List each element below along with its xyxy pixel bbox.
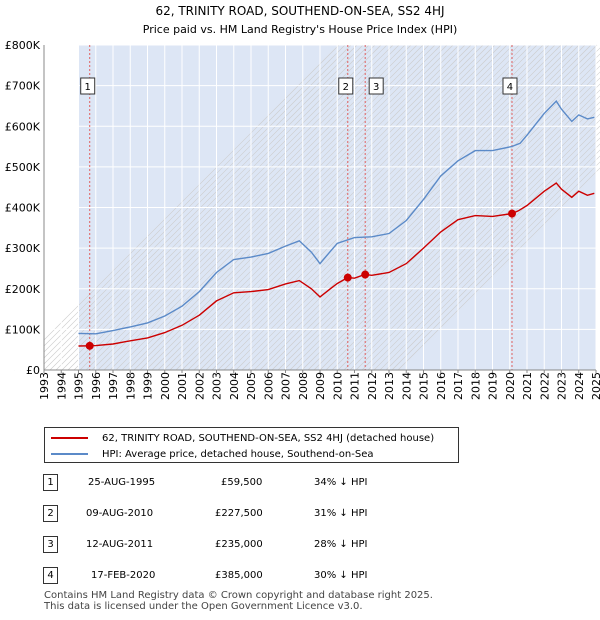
x-tick-label: 2001	[176, 372, 189, 400]
sale-date: 17-FEB-2020	[91, 570, 156, 581]
y-tick-label: £700K	[5, 80, 41, 93]
x-tick-label: 2017	[452, 372, 465, 400]
sale-number-label: 2	[343, 82, 349, 93]
x-tick-label: 2012	[366, 372, 379, 400]
x-tick-label: 2004	[228, 372, 241, 400]
y-tick-label: £800K	[5, 39, 41, 52]
x-tick-label: 2013	[383, 372, 396, 400]
x-tick-label: 1996	[90, 372, 103, 400]
sale-price: £235,000	[215, 539, 263, 550]
legend-hpi-swatch	[51, 453, 88, 455]
price-chart: 62, TRINITY ROAD, SOUTHEND-ON-SEA, SS2 4…	[4, 4, 600, 400]
hpi-series-line	[78, 99, 595, 335]
legend-property-swatch	[51, 437, 88, 439]
chart-title: 62, TRINITY ROAD, SOUTHEND-ON-SEA, SS2 4…	[155, 4, 444, 18]
sale-number-badge: 1	[43, 474, 58, 491]
x-tick-label: 1994	[55, 372, 68, 400]
x-tick-label: 1993	[38, 372, 51, 400]
legend-property-label: 62, TRINITY ROAD, SOUTHEND-ON-SEA, SS2 4…	[102, 432, 435, 444]
hatch-mask	[4, 45, 44, 370]
sale-row: 3 12-AUG-2011 £235,000 28% ↓ HPI	[0, 536, 600, 556]
sale-number-box	[338, 77, 354, 95]
y-tick-label: £300K	[5, 242, 41, 255]
y-tick-label: £200K	[5, 283, 41, 296]
x-tick-label: 2015	[418, 372, 431, 400]
sale-number-box	[80, 77, 96, 95]
sale-hpi-diff: 31% ↓ HPI	[314, 508, 368, 519]
x-tick-label: 2021	[521, 372, 534, 400]
x-tick-label: 2010	[331, 372, 344, 400]
sale-point	[361, 270, 370, 279]
x-tick-label: 1995	[73, 372, 86, 400]
sale-number-badge: 2	[43, 505, 58, 522]
sale-row: 2 09-AUG-2010 £227,500 31% ↓ HPI	[0, 505, 600, 525]
sale-number-label: 3	[373, 82, 379, 93]
sale-date: 12-AUG-2011	[86, 539, 154, 550]
sale-price: £385,000	[215, 570, 263, 581]
x-tick-label: 2022	[538, 372, 551, 400]
x-tick-label: 2016	[435, 372, 448, 400]
sale-row: 1 25-AUG-1995 £59,500 34% ↓ HPI	[0, 474, 600, 494]
sale-point	[507, 209, 516, 218]
x-tick-label: 2020	[504, 372, 517, 400]
sale-hpi-diff: 28% ↓ HPI	[314, 539, 368, 550]
footer-notice: Contains HM Land Registry data © Crown c…	[44, 590, 433, 612]
sale-number-box	[368, 77, 384, 95]
sale-date: 09-AUG-2010	[86, 508, 154, 519]
sale-number-box	[502, 77, 518, 95]
sale-hpi-diff: 30% ↓ HPI	[314, 570, 368, 581]
sale-number-label: 4	[507, 82, 513, 93]
x-tick-label: 2003	[211, 372, 224, 400]
x-tick-label: 2025	[590, 372, 600, 400]
footer-licence: This data is licensed under the Open Gov…	[44, 601, 363, 612]
sale-price: £227,500	[215, 508, 263, 519]
chart-legend: 62, TRINITY ROAD, SOUTHEND-ON-SEA, SS2 4…	[44, 427, 459, 463]
sale-price: £59,500	[221, 477, 263, 488]
sale-row: 4 17-FEB-2020 £385,000 30% ↓ HPI	[0, 567, 600, 587]
x-tick-label: 1998	[124, 372, 137, 400]
x-tick-label: 2008	[297, 372, 310, 400]
legend-hpi-label: HPI: Average price, detached house, Sout…	[102, 448, 374, 460]
x-tick-label: 1999	[142, 372, 155, 400]
footer-copyright: Contains HM Land Registry data © Crown c…	[44, 590, 433, 601]
sale-number-badge: 3	[43, 536, 58, 553]
sale-date: 25-AUG-1995	[88, 477, 156, 488]
x-tick-label: 2011	[349, 372, 362, 400]
x-tick-label: 2005	[245, 372, 258, 400]
y-tick-label: £0	[26, 364, 40, 377]
y-tick-label: £400K	[5, 202, 41, 215]
x-tick-label: 2023	[556, 372, 569, 400]
x-tick-label: 2002	[193, 372, 206, 400]
sale-point	[343, 273, 352, 282]
x-tick-label: 2024	[573, 372, 586, 400]
x-tick-label: 2019	[487, 372, 500, 400]
legend-item-property: 62, TRINITY ROAD, SOUTHEND-ON-SEA, SS2 4…	[51, 430, 434, 446]
x-tick-label: 1997	[107, 372, 120, 400]
x-tick-label: 2018	[469, 372, 482, 400]
sale-point	[85, 341, 94, 350]
x-tick-label: 2009	[314, 372, 327, 400]
y-tick-label: £500K	[5, 161, 41, 174]
legend-item-hpi: HPI: Average price, detached house, Sout…	[51, 446, 374, 462]
sale-number-label: 1	[85, 82, 91, 93]
chart-subtitle: Price paid vs. HM Land Registry's House …	[143, 23, 458, 36]
x-tick-label: 2007	[280, 372, 293, 400]
x-tick-label: 2006	[262, 372, 275, 400]
sale-hpi-diff: 34% ↓ HPI	[314, 477, 368, 488]
sale-number-badge: 4	[43, 567, 58, 584]
x-tick-label: 2000	[159, 372, 172, 400]
x-tick-label: 2014	[400, 372, 413, 400]
y-tick-label: £600K	[5, 120, 41, 133]
y-tick-label: £100K	[5, 323, 41, 336]
